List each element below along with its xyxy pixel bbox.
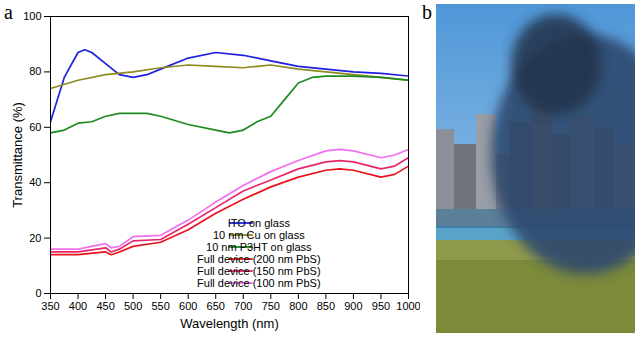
svg-text:80: 80 <box>29 65 41 77</box>
svg-text:450: 450 <box>96 300 114 312</box>
svg-text:1000: 1000 <box>396 300 420 312</box>
svg-text:750: 750 <box>262 300 280 312</box>
svg-text:800: 800 <box>289 300 307 312</box>
svg-text:10 nm P3HT on glass: 10 nm P3HT on glass <box>206 241 312 253</box>
svg-text:Full device (100 nm PbS): Full device (100 nm PbS) <box>197 277 320 289</box>
svg-text:40: 40 <box>29 176 41 188</box>
svg-text:Full device (150 nm PbS): Full device (150 nm PbS) <box>197 265 320 277</box>
svg-text:900: 900 <box>344 300 362 312</box>
svg-text:500: 500 <box>124 300 142 312</box>
svg-text:100: 100 <box>23 10 41 22</box>
svg-text:550: 550 <box>151 300 169 312</box>
html-text:b: b <box>422 1 432 23</box>
svg-text:950: 950 <box>372 300 390 312</box>
svg-text:850: 850 <box>317 300 335 312</box>
svg-text:350: 350 <box>41 300 59 312</box>
svg-text:700: 700 <box>234 300 252 312</box>
svg-text:Full device (200 nm PbS): Full device (200 nm PbS) <box>197 253 320 265</box>
svg-text:Transmittance (%): Transmittance (%) <box>10 102 25 208</box>
svg-text:60: 60 <box>29 121 41 133</box>
svg-text:10 nm Cu on glass: 10 nm Cu on glass <box>213 229 305 241</box>
svg-text:650: 650 <box>207 300 225 312</box>
svg-text:400: 400 <box>69 300 87 312</box>
svg-text:20: 20 <box>29 232 41 244</box>
svg-text:ITO on glass: ITO on glass <box>228 217 291 229</box>
svg-text:0: 0 <box>35 287 41 299</box>
svg-text:600: 600 <box>179 300 197 312</box>
html-text:a: a <box>4 1 13 23</box>
svg-text:Wavelength (nm): Wavelength (nm) <box>180 316 279 331</box>
